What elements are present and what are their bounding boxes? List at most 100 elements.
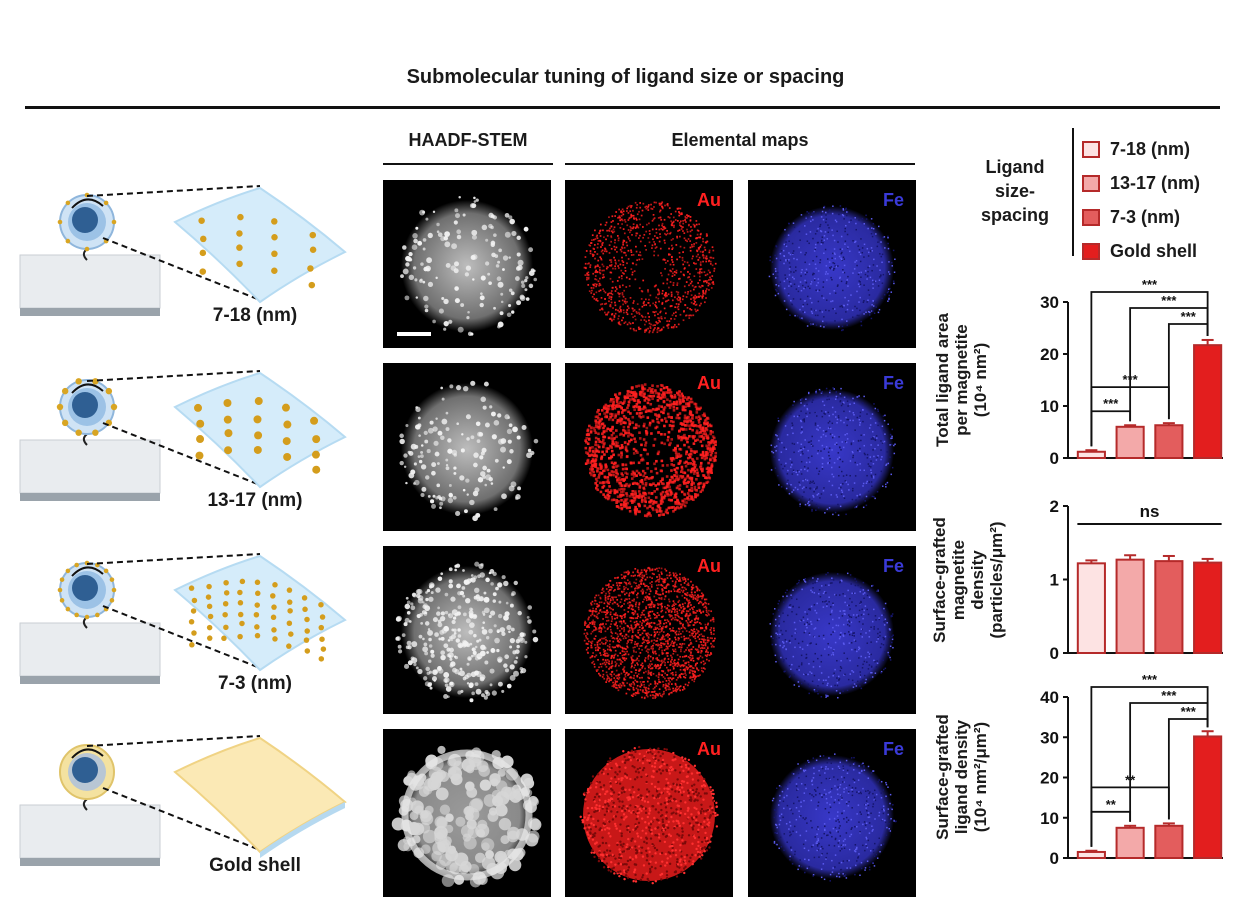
y-tick-label: 20 <box>1040 345 1059 364</box>
au-map-label: Au <box>697 373 721 393</box>
legend-swatch <box>1082 208 1100 226</box>
bar <box>1076 562 1106 654</box>
significance-label: *** <box>1142 277 1158 292</box>
legend: 7-18 (nm) 13-17 (nm) 7-3 (nm) Gold shell <box>1082 132 1200 268</box>
ligand-sheet <box>173 186 347 304</box>
chart3-ylabel-line: (10⁴ nm²/μm²) <box>971 721 990 833</box>
fe-map-label: Fe <box>882 739 904 759</box>
gold-shell-sheet <box>173 736 347 854</box>
row-label: 7-18 (nm) <box>212 305 298 326</box>
y-tick-label: 30 <box>1040 728 1059 747</box>
significance-bracket <box>1167 718 1209 820</box>
chart2-ylabel-line: Surface-grafted <box>930 517 949 643</box>
legend-label: 7-3 (nm) <box>1110 206 1181 227</box>
chart1-ylabel-line: Total ligand area <box>933 313 952 447</box>
schematic-illustration <box>19 735 347 866</box>
bar <box>1193 344 1223 459</box>
chart-ligand-density: 0 10 20 30 40 *** *** *** ** ** <box>1020 665 1235 870</box>
fe-map-image: Fe <box>748 546 916 714</box>
schematic-illustration <box>19 185 347 316</box>
row-label: 13-17 (nm) <box>207 490 303 511</box>
significance-label: *** <box>1103 396 1119 411</box>
chart-magnetite-density: 0 1 2 ns <box>1020 490 1235 665</box>
au-map-image: Au <box>565 729 733 897</box>
legend-item: 7-18 (nm) <box>1082 132 1200 166</box>
significance-label: *** <box>1161 688 1177 703</box>
schematic-3: 7-3 (nm) <box>15 548 360 718</box>
haadf-stem-image <box>383 729 551 897</box>
y-tick-label: 30 <box>1040 293 1059 312</box>
fe-map-label: Fe <box>882 190 904 210</box>
y-tick-label: 1 <box>1050 571 1059 590</box>
legend-item: 7-3 (nm) <box>1082 200 1200 234</box>
chart2-ylabel-line: density <box>968 550 987 610</box>
y-tick-label: 0 <box>1050 849 1059 868</box>
legend-label: 13-17 (nm) <box>1110 172 1201 193</box>
au-map-label: Au <box>697 556 721 576</box>
y-tick-label: 2 <box>1050 497 1059 516</box>
significance-bracket <box>1090 410 1132 447</box>
significance-bracket <box>1090 810 1132 847</box>
schematic-illustration <box>19 553 347 684</box>
title-divider <box>25 106 1220 109</box>
au-map-label: Au <box>697 190 721 210</box>
stem-column-header: HAADF-STEM <box>408 130 528 150</box>
schematic-2: 13-17 (nm) <box>15 365 360 535</box>
chart3-ylabel-line: Surface-grafted <box>933 714 952 840</box>
legend-item: 13-17 (nm) <box>1082 166 1200 200</box>
legend-title-line: spacing <box>980 205 1050 225</box>
substrate <box>19 804 161 859</box>
bar <box>1193 735 1223 859</box>
substrate <box>19 622 161 677</box>
chart-total-ligand-area: 0 10 20 30 *** *** *** *** *** <box>1020 270 1235 470</box>
legend-swatch <box>1082 174 1100 192</box>
legend-title-line: Ligand <box>985 157 1045 177</box>
significance-label: *** <box>1142 672 1158 687</box>
au-map-image: Au <box>565 363 733 531</box>
schematic-1: 7-18 (nm) <box>15 180 360 350</box>
significance-label: ns <box>1140 502 1160 521</box>
figure-title: Submolecular tuning of ligand size or sp… <box>406 66 845 88</box>
significance-bracket <box>1129 307 1209 422</box>
schematic-illustration <box>19 370 347 501</box>
bar <box>1076 850 1106 859</box>
significance-bracket <box>1129 702 1209 822</box>
chart1-ylabel-line: (10⁴ nm²) <box>971 342 990 418</box>
y-tick-label: 10 <box>1040 809 1059 828</box>
fe-map-label: Fe <box>882 556 904 576</box>
ligand-sheet <box>173 371 347 489</box>
chart2-ylabel-line: magnetite <box>949 539 968 621</box>
significance-label: *** <box>1181 309 1197 324</box>
substrate <box>19 439 161 494</box>
stem-header-line <box>383 163 553 165</box>
au-map-image: Au <box>565 180 733 348</box>
legend-title: Ligand size- spacing <box>965 155 1065 227</box>
au-map-label: Au <box>697 739 721 759</box>
chart3-ylabel-line: ligand density <box>952 719 971 835</box>
y-tick-label: 0 <box>1050 449 1059 468</box>
bar <box>1115 558 1145 654</box>
significance-label: *** <box>1161 293 1177 308</box>
bar <box>1154 560 1184 654</box>
fe-map-image: Fe <box>748 729 916 897</box>
y-tick-label: 10 <box>1040 397 1059 416</box>
significance-label: *** <box>1181 704 1197 719</box>
fe-map-image: Fe <box>748 180 916 348</box>
legend-item: Gold shell <box>1082 234 1200 268</box>
legend-title-line: size- <box>994 181 1036 201</box>
legend-label: Gold shell <box>1110 240 1198 261</box>
bar <box>1076 450 1106 459</box>
ligand-sheet <box>173 554 347 672</box>
scale-bar <box>397 332 431 336</box>
haadf-stem-image <box>383 180 551 348</box>
y-tick-label: 0 <box>1050 644 1059 663</box>
legend-label: 7-18 (nm) <box>1110 138 1191 159</box>
y-tick-label: 20 <box>1040 769 1059 788</box>
bar <box>1115 425 1145 460</box>
legend-divider <box>1072 128 1074 256</box>
maps-header-line <box>565 163 915 165</box>
fe-map-image: Fe <box>748 363 916 531</box>
bar <box>1154 824 1184 860</box>
bar <box>1193 561 1223 654</box>
bar <box>1154 424 1184 460</box>
